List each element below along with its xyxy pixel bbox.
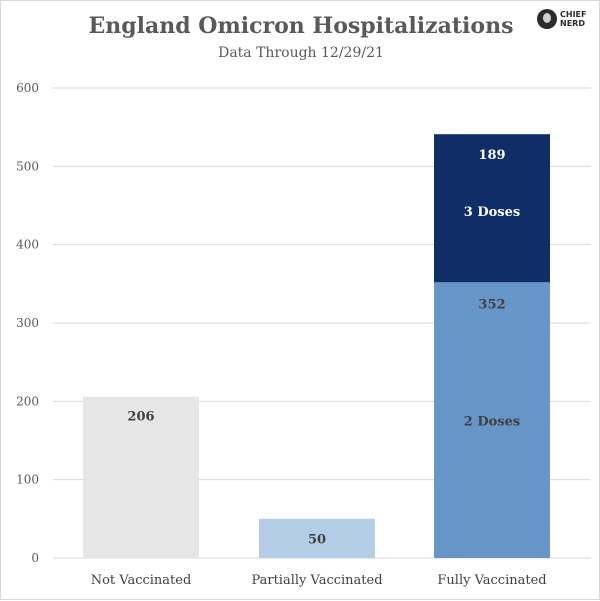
bar	[259, 518, 375, 558]
y-tick-label: 100	[16, 473, 39, 487]
y-tick-label: 600	[16, 81, 39, 95]
y-tick-label: 0	[31, 551, 39, 565]
data-label: 352	[478, 297, 505, 312]
y-tick-label: 400	[16, 238, 39, 252]
bar	[83, 396, 199, 558]
bar	[434, 282, 550, 558]
y-tick-label: 500	[16, 159, 39, 173]
y-tick-label: 300	[16, 316, 39, 330]
data-label: 50	[308, 532, 326, 547]
x-category-label: Not Vaccinated	[91, 573, 192, 588]
data-label: 206	[127, 410, 154, 425]
segment-label: 3 Doses	[464, 205, 520, 220]
chart-title: England Omicron Hospitalizations	[88, 13, 514, 39]
y-tick-label: 200	[16, 394, 39, 408]
bar	[434, 134, 550, 283]
segment-label: 2 Doses	[464, 414, 520, 429]
chief-nerd-logo-icon	[537, 9, 557, 29]
brand-watermark: CHIEF NERD	[537, 9, 590, 29]
x-category-label: Partially Vaccinated	[251, 573, 382, 588]
data-label: 189	[478, 148, 505, 163]
x-category-label: Fully Vaccinated	[437, 573, 546, 588]
brand-text: CHIEF NERD	[560, 10, 587, 28]
chart-subtitle: Data Through 12/29/21	[218, 45, 384, 61]
